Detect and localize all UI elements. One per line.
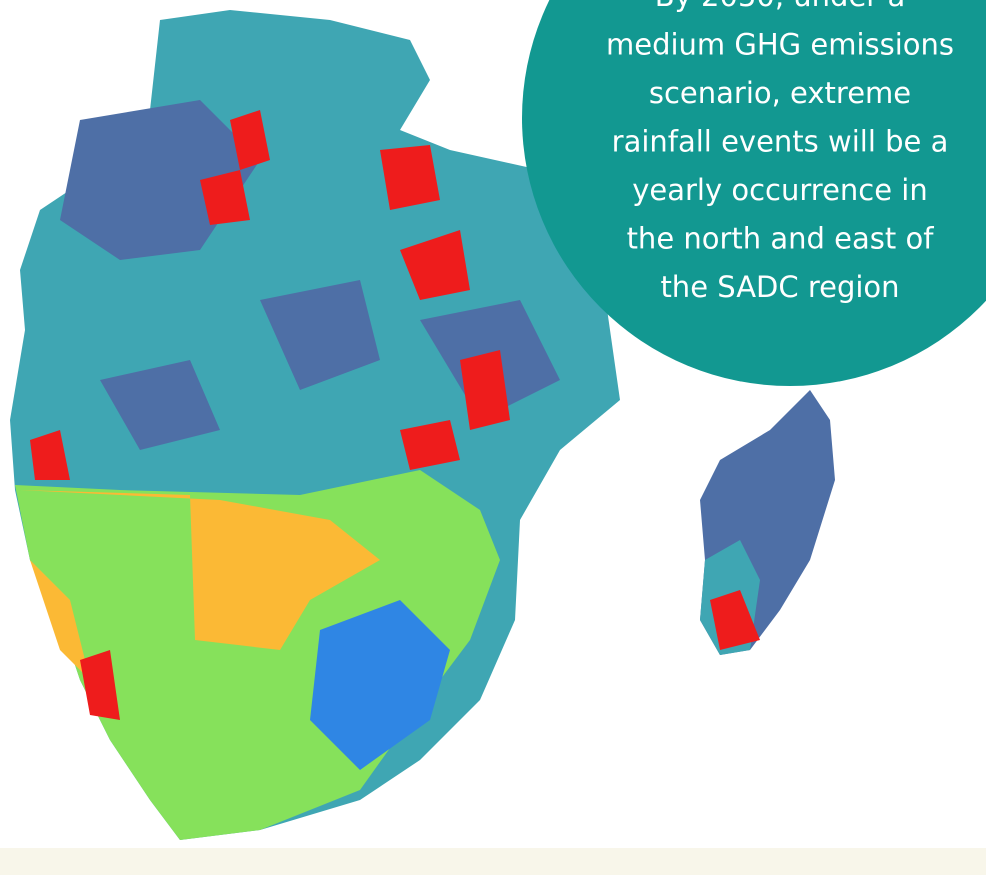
callout-line: the north and east of bbox=[627, 222, 935, 256]
map-figure: By 2050, under a medium GHG emissions scen… bbox=[0, 0, 986, 875]
callout-line: yearly occurrence in bbox=[632, 173, 928, 207]
page: By 2050, under a medium GHG emissions scen… bbox=[0, 0, 986, 875]
callout-line: medium GHG emissions bbox=[606, 28, 954, 62]
callout-line: rainfall events will be a bbox=[612, 125, 949, 159]
callout-line: By 2050, under a bbox=[655, 0, 905, 13]
footer-strip bbox=[0, 848, 986, 875]
callout-line: scenario, extreme bbox=[649, 76, 911, 110]
callout-line: the SADC region bbox=[660, 270, 899, 304]
